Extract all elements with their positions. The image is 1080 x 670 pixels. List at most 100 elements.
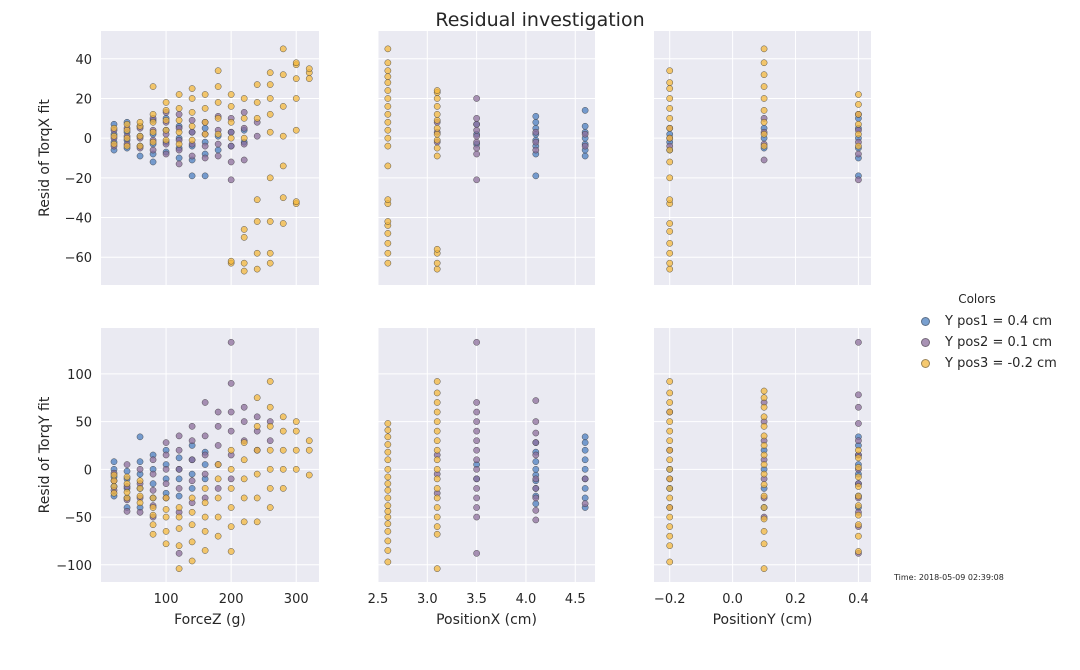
data-point xyxy=(149,456,157,464)
data-point xyxy=(473,504,480,511)
data-point xyxy=(188,494,196,502)
data-point xyxy=(110,471,118,479)
data-point xyxy=(136,508,144,516)
data-point xyxy=(433,144,441,152)
data-point xyxy=(266,446,274,454)
data-point xyxy=(473,132,480,140)
x-axis-label: ForceZ (g) xyxy=(174,612,246,628)
data-point xyxy=(123,507,131,515)
legend-title: Colors xyxy=(958,292,996,306)
panel-row2-col2: 2.5 3.0 3.5 4.0 4.5 PositionX (cm) xyxy=(368,328,595,628)
data-point xyxy=(162,513,170,521)
data-point xyxy=(266,423,274,430)
legend-marker-pos2 xyxy=(921,338,930,347)
data-point xyxy=(473,418,480,425)
data-point xyxy=(201,124,209,132)
data-point xyxy=(532,128,540,136)
data-point xyxy=(136,477,144,485)
data-point xyxy=(384,420,392,427)
data-point xyxy=(227,158,235,166)
data-point xyxy=(855,130,862,138)
data-point xyxy=(532,439,540,446)
data-point xyxy=(188,109,196,116)
data-point xyxy=(666,494,674,502)
data-point xyxy=(136,152,144,160)
data-point xyxy=(760,394,768,402)
data-point xyxy=(266,465,274,473)
data-point xyxy=(855,176,862,184)
data-point xyxy=(136,465,144,473)
data-point xyxy=(532,429,540,437)
data-point xyxy=(581,500,589,508)
data-point xyxy=(201,528,209,535)
data-point xyxy=(305,65,313,73)
data-point xyxy=(384,87,392,94)
data-point xyxy=(433,437,441,445)
data-point xyxy=(279,132,287,140)
data-point xyxy=(175,116,183,124)
data-point xyxy=(433,513,441,521)
data-point xyxy=(175,454,183,462)
data-point xyxy=(666,378,674,385)
data-point xyxy=(253,446,261,454)
data-point xyxy=(666,389,674,397)
y-tick-label: −50 xyxy=(65,511,92,526)
data-point xyxy=(149,138,157,146)
x-axis-label: PositionX (cm) xyxy=(436,612,537,628)
data-point xyxy=(384,95,392,102)
data-point xyxy=(473,494,480,502)
data-point xyxy=(201,432,209,440)
data-point xyxy=(123,461,131,468)
data-point xyxy=(188,521,196,529)
legend-label: Y pos3 = -0.2 cm xyxy=(945,356,1057,371)
data-point xyxy=(175,492,183,500)
data-point xyxy=(666,485,674,492)
data-point xyxy=(532,146,540,154)
data-point xyxy=(760,156,768,164)
panel-row1-col1: −60 −40 −20 0 20 40 Resid of TorqX fit xyxy=(37,31,319,285)
data-point xyxy=(855,473,862,481)
data-point xyxy=(433,103,441,110)
data-point xyxy=(240,475,248,483)
y-axis-label: Resid of TorqX fit xyxy=(37,99,53,217)
data-point xyxy=(433,523,441,530)
data-point xyxy=(266,95,274,102)
data-point xyxy=(149,118,157,126)
data-point xyxy=(188,122,196,130)
data-point xyxy=(760,481,768,488)
data-point xyxy=(279,103,287,110)
data-point xyxy=(149,494,157,502)
data-point xyxy=(136,499,144,507)
data-point xyxy=(175,91,183,98)
data-point xyxy=(666,446,674,454)
x-tick-label: 4.5 xyxy=(565,592,586,607)
data-point xyxy=(123,142,131,150)
data-point xyxy=(149,158,157,166)
data-point xyxy=(384,45,392,53)
timestamp: Time: 2018-05-09 02:39:08 xyxy=(894,573,1004,582)
data-point xyxy=(532,485,540,492)
data-point xyxy=(162,150,170,158)
data-point xyxy=(532,465,540,473)
data-point xyxy=(760,130,768,138)
data-point xyxy=(305,437,313,445)
y-axis-label: Resid of TorqY fit xyxy=(37,396,53,513)
data-point xyxy=(201,154,209,162)
x-tick-label: 0.4 xyxy=(848,592,869,607)
data-point xyxy=(433,378,441,385)
data-point xyxy=(227,257,235,265)
data-point xyxy=(240,124,248,132)
data-point xyxy=(175,446,183,454)
data-point xyxy=(384,218,392,225)
data-point xyxy=(666,85,674,92)
data-point xyxy=(666,174,674,182)
data-point xyxy=(384,507,392,515)
data-point xyxy=(433,494,441,502)
data-point xyxy=(279,220,287,227)
data-point xyxy=(162,480,170,487)
x-tick-label: 100 xyxy=(154,592,179,607)
data-point xyxy=(240,140,248,148)
data-point xyxy=(149,511,157,519)
data-point xyxy=(253,218,261,225)
data-point xyxy=(266,259,274,267)
